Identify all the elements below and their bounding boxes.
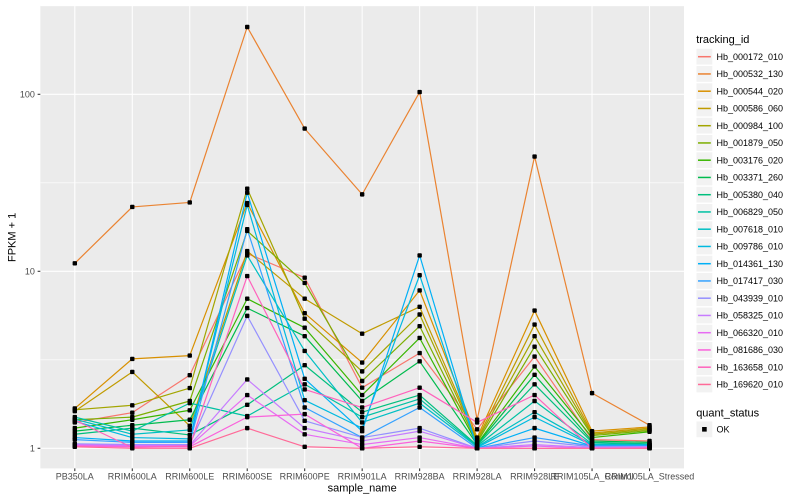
svg-text:sample_name: sample_name [328,483,397,495]
svg-text:RRIM600LE: RRIM600LE [165,472,214,482]
svg-text:10: 10 [25,267,35,277]
svg-text:tracking_id: tracking_id [696,34,749,46]
svg-text:RRIM901LA: RRIM901LA [338,472,387,482]
svg-text:RRIM928BA: RRIM928BA [395,472,445,482]
svg-text:Hb_007618_010: Hb_007618_010 [717,224,784,234]
svg-text:Hb_000172_010: Hb_000172_010 [717,52,784,62]
svg-text:1: 1 [30,444,35,454]
svg-text:RRIM928LE: RRIM928LE [510,472,559,482]
svg-text:100: 100 [20,90,35,100]
svg-text:Hb_163658_010: Hb_163658_010 [717,362,784,372]
svg-text:Hb_058325_010: Hb_058325_010 [717,311,784,321]
svg-text:Hb_017417_030: Hb_017417_030 [717,276,784,286]
svg-text:Hb_000984_100: Hb_000984_100 [717,121,784,131]
svg-text:FPKM + 1: FPKM + 1 [7,213,19,262]
svg-text:Hb_001879_050: Hb_001879_050 [717,138,784,148]
svg-text:RRIM928LA: RRIM928LA [453,472,502,482]
svg-text:Hb_003176_020: Hb_003176_020 [717,155,784,165]
svg-text:quant_status: quant_status [696,408,759,420]
svg-text:RRIM600SE: RRIM600SE [222,472,272,482]
svg-text:Hb_009786_010: Hb_009786_010 [717,242,784,252]
svg-text:Hb_081686_030: Hb_081686_030 [717,345,784,355]
svg-text:RRIM105LA_Stressed: RRIM105LA_Stressed [605,472,695,482]
svg-text:RRIM600PE: RRIM600PE [280,472,330,482]
svg-text:Hb_000586_060: Hb_000586_060 [717,104,784,114]
svg-text:Hb_043939_010: Hb_043939_010 [717,293,784,303]
svg-text:Hb_169620_010: Hb_169620_010 [717,380,784,390]
svg-text:Hb_005380_040: Hb_005380_040 [717,190,784,200]
svg-text:PB350LA: PB350LA [56,472,94,482]
svg-text:Hb_006829_050: Hb_006829_050 [717,207,784,217]
svg-text:Hb_003371_260: Hb_003371_260 [717,173,784,183]
svg-text:Hb_000544_020: Hb_000544_020 [717,86,784,96]
svg-text:Hb_014361_130: Hb_014361_130 [717,259,784,269]
svg-text:RRIM600LA: RRIM600LA [108,472,157,482]
svg-text:RRIM105LA_Control: RRIM105LA_Control [551,472,634,482]
svg-text:Hb_066320_010: Hb_066320_010 [717,328,784,338]
svg-text:OK: OK [717,425,730,435]
svg-text:Hb_000532_130: Hb_000532_130 [717,69,784,79]
